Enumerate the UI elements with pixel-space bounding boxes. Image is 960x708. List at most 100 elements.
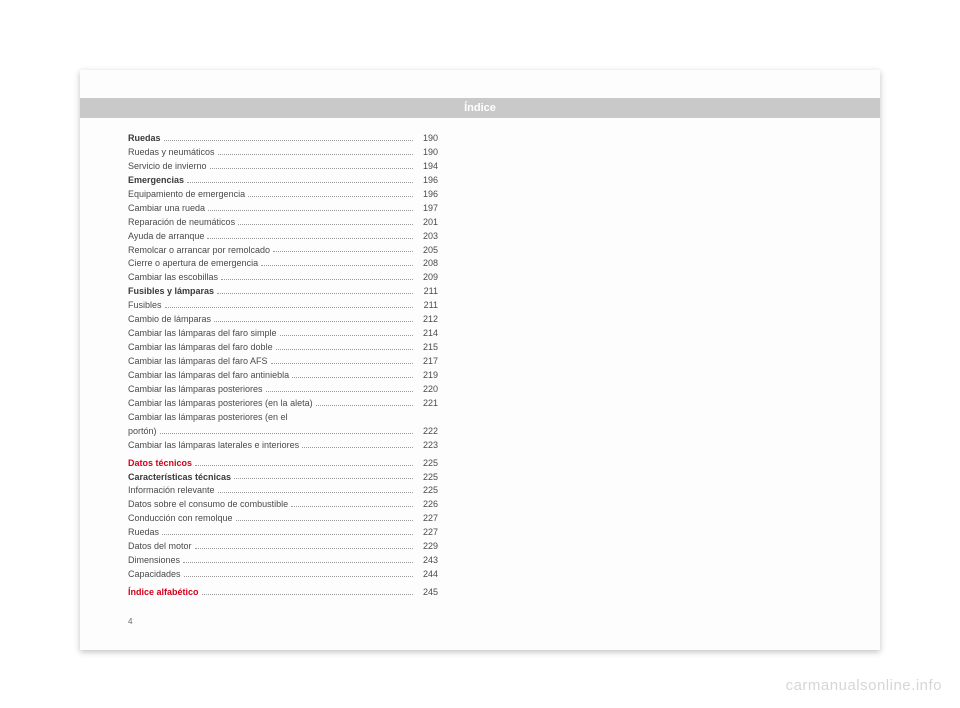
toc-label: Dimensiones bbox=[128, 554, 180, 568]
toc-dots bbox=[207, 238, 413, 239]
toc-label: Fusibles bbox=[128, 299, 162, 313]
toc-page: 215 bbox=[416, 341, 438, 355]
watermark: carmanualsonline.info bbox=[786, 677, 942, 694]
toc-dots bbox=[218, 154, 413, 155]
toc-dots bbox=[291, 506, 413, 507]
toc-label: Ruedas bbox=[128, 526, 159, 540]
toc-dots bbox=[261, 265, 413, 266]
toc-page: 225 bbox=[416, 471, 438, 485]
toc-label: Cierre o apertura de emergencia bbox=[128, 257, 258, 271]
toc-label: Cambiar las lámparas posteriores (en la … bbox=[128, 397, 313, 411]
toc-label: Índice alfabético bbox=[128, 586, 199, 600]
header-title: Índice bbox=[464, 102, 496, 114]
toc-row: Conducción con remolque 227 bbox=[128, 512, 438, 526]
toc-dots bbox=[234, 478, 413, 479]
toc-page: 208 bbox=[416, 257, 438, 271]
toc-page: 221 bbox=[416, 397, 438, 411]
toc-row: Fusibles y lámparas211 bbox=[128, 285, 438, 299]
toc-dots bbox=[187, 182, 413, 183]
toc-dots bbox=[162, 534, 413, 535]
toc-page: 219 bbox=[416, 369, 438, 383]
toc-page: 194 bbox=[416, 160, 438, 174]
toc-row: Cambiar las lámparas posteriores (en la … bbox=[128, 397, 438, 411]
toc-label: Cambiar las lámparas del faro AFS bbox=[128, 355, 268, 369]
toc-page: 222 bbox=[416, 425, 438, 439]
page-number: 4 bbox=[128, 617, 132, 626]
toc-page: 190 bbox=[416, 146, 438, 160]
toc-row: Cambiar las lámparas posteriores220 bbox=[128, 383, 438, 397]
toc-dots bbox=[266, 391, 413, 392]
toc-label: Cambiar las lámparas del faro antiniebla bbox=[128, 369, 289, 383]
toc-dots bbox=[271, 363, 413, 364]
toc-page: 227 bbox=[416, 512, 438, 526]
toc-label: Ayuda de arranque bbox=[128, 230, 204, 244]
toc-page: 245 bbox=[416, 586, 438, 600]
toc-row: Ruedas y neumáticos 190 bbox=[128, 146, 438, 160]
toc-dots bbox=[238, 224, 413, 225]
toc-dots bbox=[316, 405, 413, 406]
toc-label: Información relevante bbox=[128, 484, 215, 498]
toc-page: 217 bbox=[416, 355, 438, 369]
toc-row: Servicio de invierno194 bbox=[128, 160, 438, 174]
toc-label: Reparación de neumáticos bbox=[128, 216, 235, 230]
toc-label: Cambio de lámparas bbox=[128, 313, 211, 327]
toc-row: Dimensiones 243 bbox=[128, 554, 438, 568]
toc-page: 211 bbox=[416, 299, 438, 313]
toc-dots bbox=[221, 279, 413, 280]
toc-label: Equipamiento de emergencia bbox=[128, 188, 245, 202]
toc-row: Reparación de neumáticos 201 bbox=[128, 216, 438, 230]
toc-label: Ruedas bbox=[128, 132, 161, 146]
toc-label: Datos técnicos bbox=[128, 457, 192, 471]
toc-label: Ruedas y neumáticos bbox=[128, 146, 215, 160]
toc-label: Conducción con remolque bbox=[128, 512, 233, 526]
toc-label: Cambiar las lámparas del faro simple bbox=[128, 327, 277, 341]
toc-dots bbox=[236, 520, 413, 521]
toc-label: Fusibles y lámparas bbox=[128, 285, 214, 299]
toc-row: Cambiar una rueda 197 bbox=[128, 202, 438, 216]
toc-dots bbox=[217, 293, 413, 294]
toc-row: Índice alfabético 245 bbox=[128, 586, 438, 600]
toc-label: Datos del motor bbox=[128, 540, 192, 554]
toc-page: 227 bbox=[416, 526, 438, 540]
toc-row: Características técnicas225 bbox=[128, 471, 438, 485]
toc-label: Datos sobre el consumo de combustible bbox=[128, 498, 288, 512]
toc-dots bbox=[195, 548, 413, 549]
toc-row: Cambiar las escobillas209 bbox=[128, 271, 438, 285]
toc-row: Cambiar las lámparas del faro simple 214 bbox=[128, 327, 438, 341]
toc-row: Cierre o apertura de emergencia 208 bbox=[128, 257, 438, 271]
table-of-contents: Ruedas190Ruedas y neumáticos190Servicio … bbox=[128, 132, 438, 600]
toc-page: 226 bbox=[416, 498, 438, 512]
toc-dots bbox=[292, 377, 413, 378]
toc-page: 190 bbox=[416, 132, 438, 146]
toc-dots bbox=[183, 562, 413, 563]
toc-dots bbox=[210, 168, 413, 169]
toc-page: 243 bbox=[416, 554, 438, 568]
toc-page: 214 bbox=[416, 327, 438, 341]
toc-row: portón)222 bbox=[128, 425, 438, 439]
toc-page: 201 bbox=[416, 216, 438, 230]
toc-row: Equipamiento de emergencia196 bbox=[128, 188, 438, 202]
toc-page: 220 bbox=[416, 383, 438, 397]
toc-row: Remolcar o arrancar por remolcado205 bbox=[128, 244, 438, 258]
toc-dots bbox=[280, 335, 413, 336]
toc-label: Cambiar las lámparas del faro doble bbox=[128, 341, 273, 355]
toc-label: Cambiar las escobillas bbox=[128, 271, 218, 285]
toc-label: Cambiar una rueda bbox=[128, 202, 205, 216]
toc-dots bbox=[248, 196, 413, 197]
toc-label: Cambiar las lámparas laterales e interio… bbox=[128, 439, 299, 453]
toc-row: Datos técnicos225 bbox=[128, 457, 438, 471]
page-header: Índice bbox=[80, 98, 880, 118]
toc-label: Remolcar o arrancar por remolcado bbox=[128, 244, 270, 258]
toc-dots bbox=[184, 576, 413, 577]
document-page: Índice Ruedas190Ruedas y neumáticos190Se… bbox=[80, 70, 880, 650]
toc-page: 197 bbox=[416, 202, 438, 216]
toc-row: Cambio de lámparas212 bbox=[128, 313, 438, 327]
toc-dots bbox=[208, 210, 413, 211]
toc-page: 196 bbox=[416, 174, 438, 188]
toc-dots bbox=[160, 433, 413, 434]
toc-row: Datos sobre el consumo de combustible 226 bbox=[128, 498, 438, 512]
toc-dots bbox=[165, 307, 413, 308]
toc-row: Capacidades244 bbox=[128, 568, 438, 582]
toc-label: Cambiar las lámparas posteriores (en el bbox=[128, 411, 288, 425]
toc-dots bbox=[218, 492, 413, 493]
